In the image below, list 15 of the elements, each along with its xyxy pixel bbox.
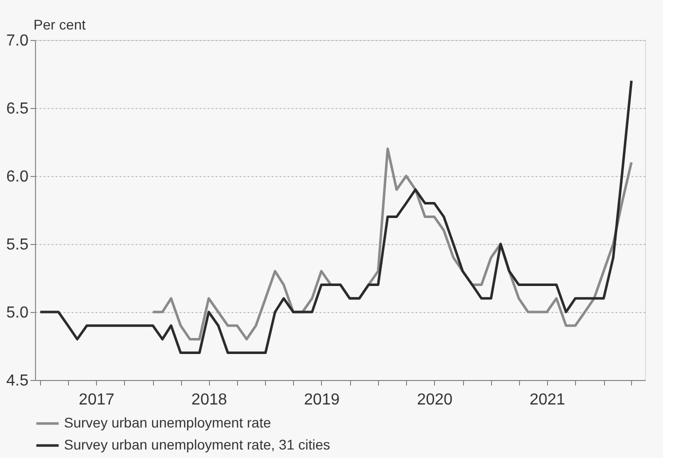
y-tick-label: 6.5 — [6, 100, 29, 118]
x-tick-label: 2019 — [304, 392, 340, 408]
x-tick-label: 2020 — [416, 392, 453, 408]
y-axis-title: Per cent — [34, 16, 86, 32]
x-tick-label: 2017 — [78, 392, 114, 408]
y-tick-label: 7.0 — [6, 32, 29, 50]
line-series — [38, 80, 633, 354]
y-tick-label: 5.5 — [6, 236, 29, 254]
y-tick-label: 5.0 — [6, 304, 29, 322]
x-tick-label: 2018 — [191, 392, 228, 408]
x-tick-label: 2021 — [530, 392, 566, 408]
y-tick-label: 6.0 — [6, 168, 29, 186]
legend-label: Survey urban unemployment rate, 31 cities — [64, 436, 330, 452]
legend-label: Survey urban unemployment rate — [64, 414, 272, 430]
y-tick-label: 4.5 — [6, 372, 29, 390]
